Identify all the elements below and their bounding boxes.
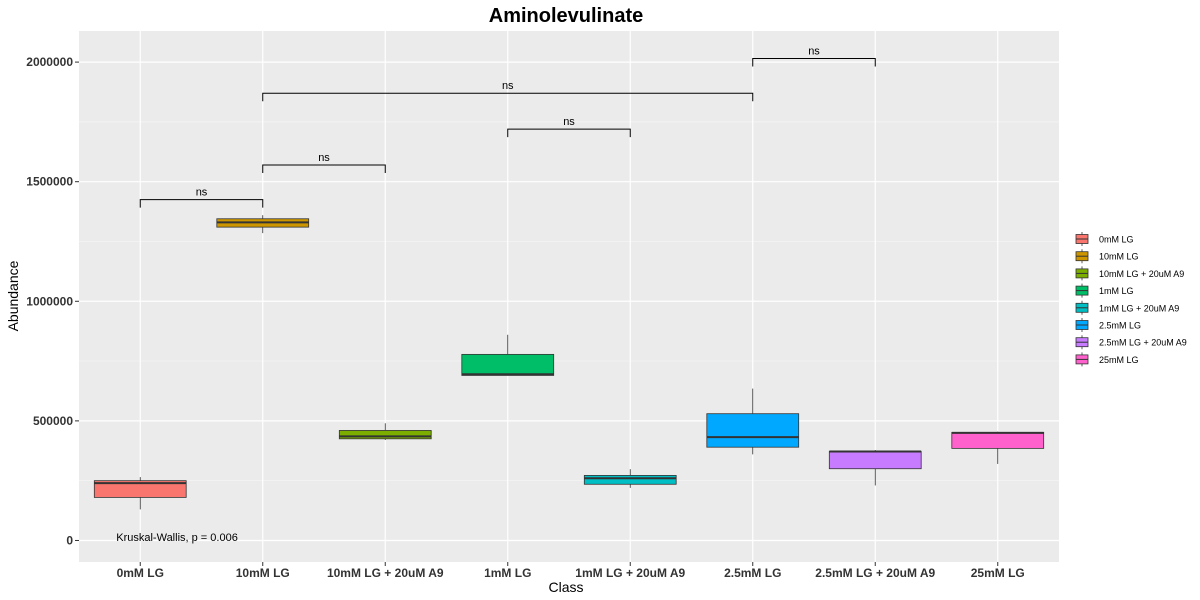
bracket-0: ns	[139, 187, 264, 208]
legend-item-3: 1mM LG	[1075, 283, 1134, 298]
x-tick-label: 10mM LG + 20uM A9	[327, 566, 444, 580]
bracket-label: ns	[318, 152, 330, 164]
bracket-4: ns	[752, 46, 876, 67]
legend-item-6: 2.5mM LG + 20uM A9	[1075, 335, 1187, 350]
legend-label: 10mM LG	[1099, 252, 1139, 262]
box-2	[338, 423, 432, 441]
bracket-line	[262, 164, 386, 173]
x-axis: 0mM LG 10mM LG 10mM LG + 20uM A9 1mM LG 1mM …	[117, 562, 1025, 580]
legend-label: 0mM LG	[1099, 235, 1134, 245]
legend-item-2: 10mM LG + 20uM A9	[1075, 266, 1184, 281]
bracket-label: ns	[563, 116, 575, 128]
y-tick-label: 1000000	[26, 294, 73, 308]
legend-label: 1mM LG + 20uM A9	[1099, 303, 1179, 313]
y-axis: 0 500000 1000000 1500000 2000000	[26, 55, 79, 547]
legend-item-1: 10mM LG	[1075, 249, 1139, 264]
legend-item-4: 1mM LG + 20uM A9	[1075, 300, 1179, 315]
x-tick-label: 1mM LG + 20uM A9	[575, 566, 685, 580]
box-3	[461, 334, 555, 376]
y-tick-label: 500000	[33, 414, 73, 428]
box-series	[93, 215, 1045, 510]
legend-item-0: 0mM LG	[1075, 232, 1134, 246]
x-tick-label: 25mM LG	[971, 566, 1025, 580]
bracket-2: ns	[507, 116, 631, 138]
box-4	[583, 469, 677, 488]
chart-title: Aminolevulinate	[489, 5, 643, 27]
box-7	[951, 431, 1045, 464]
bracket-line	[507, 128, 631, 138]
box-body	[828, 451, 922, 470]
x-axis-title: Class	[548, 579, 583, 595]
box-6	[828, 450, 922, 486]
y-tick-label: 2000000	[26, 55, 73, 69]
y-axis-title: Abundance	[5, 260, 21, 331]
x-tick-label: 0mM LG	[117, 566, 164, 580]
bracket-line	[139, 199, 264, 208]
bracket-line	[752, 58, 876, 67]
box-body	[338, 430, 432, 440]
x-tick-label: 1mM LG	[484, 566, 531, 580]
legend: 0mM LG 10mM LG 10mM LG + 20uM A9 1mM LG 1mM …	[1075, 232, 1187, 367]
plot-panel	[79, 31, 1059, 562]
bracket-3: ns	[262, 80, 754, 102]
x-tick-label: 10mM LG	[236, 566, 290, 580]
bracket-label: ns	[502, 80, 514, 92]
bracket-1: ns	[262, 152, 386, 173]
legend-item-7: 25mM LG	[1075, 352, 1139, 367]
box-body	[583, 475, 677, 485]
box-5	[706, 388, 800, 455]
legend-item-5: 2.5mM LG	[1075, 318, 1141, 332]
legend-label: 2.5mM LG	[1099, 321, 1141, 331]
box-1	[216, 215, 310, 234]
x-tick-label: 2.5mM LG	[724, 566, 781, 580]
y-tick-label: 1500000	[26, 175, 73, 189]
box-body	[706, 413, 800, 448]
box-body	[461, 353, 555, 376]
significance-brackets: ns ns ns ns ns	[139, 46, 876, 208]
box-body	[93, 480, 187, 498]
legend-label: 2.5mM LG + 20uM A9	[1099, 338, 1187, 348]
x-tick-label: 2.5mM LG + 20uM A9	[815, 566, 935, 580]
bracket-label: ns	[808, 46, 820, 58]
box-0	[93, 477, 187, 510]
y-tick-label: 0	[66, 533, 73, 547]
legend-label: 25mM LG	[1099, 355, 1139, 365]
bracket-label: ns	[196, 187, 208, 199]
legend-label: 10mM LG + 20uM A9	[1099, 269, 1184, 279]
kruskal-wallis-annotation: Kruskal-Wallis, p = 0.006	[116, 532, 238, 544]
box-body	[951, 431, 1045, 449]
bracket-line	[262, 92, 754, 102]
legend-label: 1mM LG	[1099, 286, 1134, 296]
